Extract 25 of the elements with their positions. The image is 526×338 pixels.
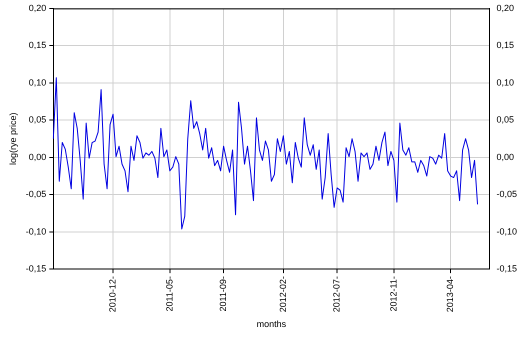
y-tick-label: 0,20	[28, 2, 46, 13]
x-tick-label: 2011-05-	[164, 276, 174, 312]
x-tick-label: 2012-07-	[332, 276, 342, 312]
y2-tick-label: -0,15	[496, 264, 517, 274]
y2-tick-label: -0,05	[496, 189, 517, 200]
x-tick-label: 2010-12-	[108, 276, 118, 312]
x-tick-label: 2012-11-	[388, 276, 398, 312]
y-tick-label: -0,10	[26, 226, 46, 236]
x-tick-label: 2012-02-	[278, 276, 288, 312]
y2-tick-label: 0,15	[496, 40, 514, 50]
y-axis-title: log(rye price)	[8, 112, 18, 166]
y2-tick-label: 0,00	[496, 152, 514, 162]
x-axis-title: months	[256, 319, 287, 330]
y-tick-label: -0,05	[26, 189, 46, 200]
x-tick-label: 2011-09-	[218, 276, 228, 312]
y2-tick-label: 0,10	[496, 77, 514, 88]
y-tick-label: 0,10	[28, 77, 46, 88]
y2-tick-label: 0,05	[496, 114, 514, 125]
y2-tick-label: -0,10	[496, 226, 517, 236]
y-tick-label: 0,15	[28, 40, 46, 50]
y-tick-label: -0,15	[26, 264, 46, 274]
y-tick-label: 0,00	[28, 152, 46, 162]
y2-tick-label: 0,20	[496, 2, 514, 13]
y-tick-label: 0,05	[28, 114, 46, 125]
x-tick-label: 2013-04-	[445, 276, 456, 312]
